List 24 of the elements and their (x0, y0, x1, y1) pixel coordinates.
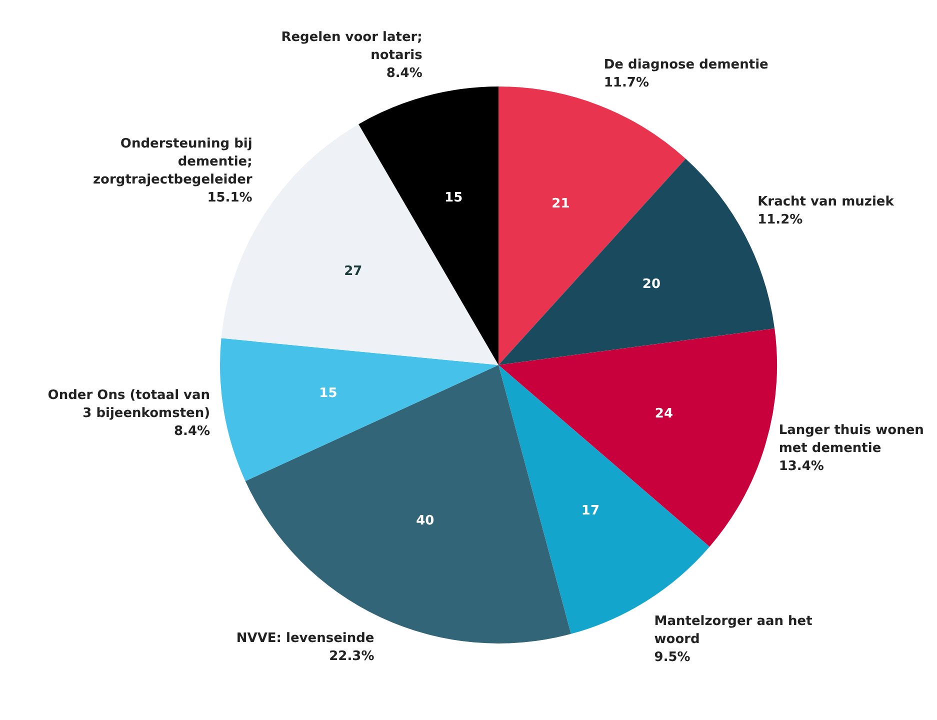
text: 11.2% (758, 212, 803, 228)
text: 8.4% (174, 424, 210, 439)
slice-label: De diagnose dementie (604, 58, 769, 73)
data-label: 17 (581, 504, 600, 519)
slice-label: Langer thuis wonen met dementie (778, 422, 924, 456)
slice-label: Kracht van muziek (758, 194, 894, 210)
text: 9.5% (654, 650, 690, 665)
text: 15.1% (207, 190, 252, 206)
text: 13.4% (778, 458, 824, 474)
data-label: 21 (552, 196, 570, 212)
slice-label: Onder Ons (totaal van 3 bijeenkomsten) (48, 388, 210, 421)
data-label: 27 (344, 264, 362, 280)
slice-label: NVVE: levenseinde (236, 631, 374, 646)
slice-label: Mantelzorger aan het woord (654, 614, 812, 647)
data-label: 40 (416, 514, 434, 529)
slice-label: Regelen voor later; notaris (281, 30, 423, 63)
text: 22.3% (329, 649, 374, 664)
text: 8.4% (386, 66, 422, 81)
data-label: 24 (654, 406, 674, 422)
slice-label: Ondersteuning bij dementie; zorgtrajectbegeleider (92, 136, 253, 188)
text: 11.7% (604, 76, 649, 91)
data-label: 20 (642, 277, 660, 292)
data-label: 15 (444, 190, 463, 206)
data-label: 15 (319, 386, 338, 402)
